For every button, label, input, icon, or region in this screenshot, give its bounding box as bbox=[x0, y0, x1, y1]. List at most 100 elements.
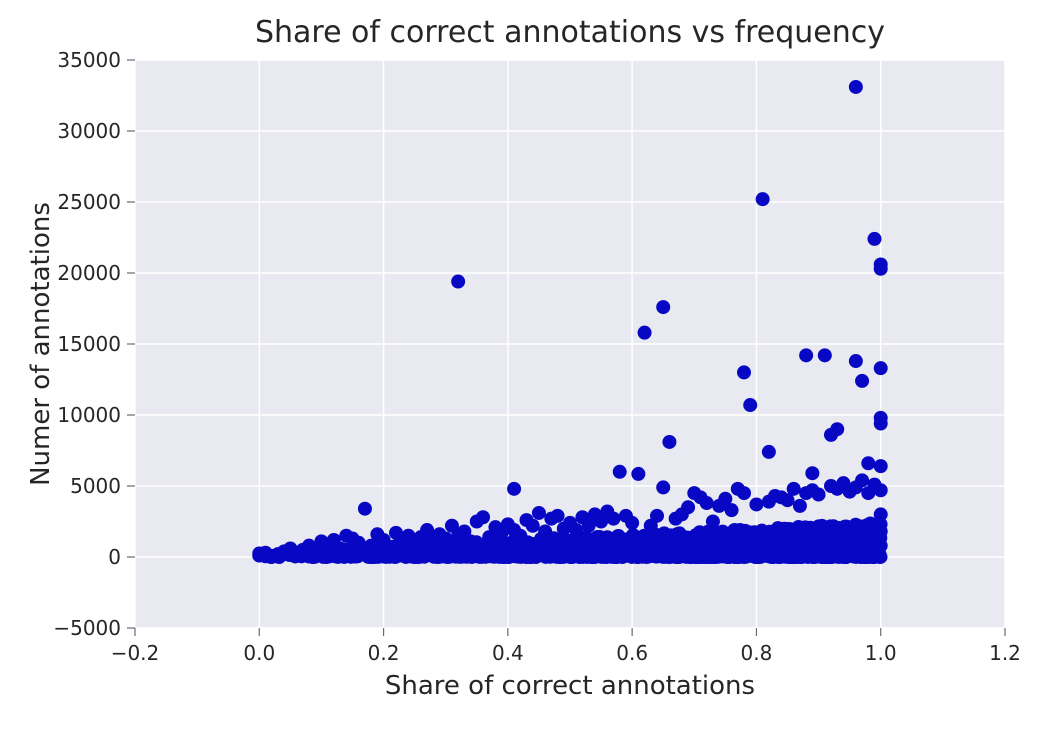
y-tick-label: 15000 bbox=[57, 332, 121, 356]
data-point bbox=[874, 524, 888, 538]
x-axis-label: Share of correct annotations bbox=[385, 671, 755, 701]
data-point bbox=[874, 361, 888, 375]
data-point bbox=[776, 541, 790, 555]
data-point bbox=[625, 516, 639, 530]
data-point bbox=[695, 547, 709, 561]
data-point bbox=[638, 326, 652, 340]
data-point bbox=[706, 515, 720, 529]
x-tick-label: 1.2 bbox=[989, 641, 1021, 665]
data-point bbox=[818, 348, 832, 362]
data-point bbox=[546, 548, 560, 562]
data-point bbox=[712, 543, 726, 557]
data-point bbox=[692, 529, 706, 543]
data-point bbox=[681, 500, 695, 514]
data-point bbox=[680, 541, 694, 555]
y-tick-label: 25000 bbox=[57, 190, 121, 214]
data-point bbox=[612, 536, 626, 550]
data-point bbox=[358, 502, 372, 516]
data-point bbox=[439, 532, 453, 546]
data-point bbox=[812, 488, 826, 502]
data-point bbox=[507, 482, 521, 496]
y-tick-label: 35000 bbox=[57, 48, 121, 72]
data-point bbox=[451, 275, 465, 289]
data-point bbox=[803, 547, 817, 561]
data-point bbox=[874, 459, 888, 473]
data-point bbox=[656, 480, 670, 494]
data-point bbox=[743, 542, 757, 556]
data-point bbox=[634, 537, 648, 551]
y-tick-label: −5000 bbox=[53, 616, 121, 640]
data-point bbox=[607, 512, 621, 526]
x-tick-label: 0.4 bbox=[492, 641, 524, 665]
data-point bbox=[517, 547, 531, 561]
data-point bbox=[383, 540, 397, 554]
data-point bbox=[700, 496, 714, 510]
data-point bbox=[808, 532, 822, 546]
x-tick-label: 0.2 bbox=[368, 641, 400, 665]
data-point bbox=[805, 466, 819, 480]
data-point bbox=[727, 550, 741, 564]
data-point bbox=[874, 539, 888, 553]
data-point bbox=[799, 348, 813, 362]
data-point bbox=[728, 523, 742, 537]
y-tick-label: 30000 bbox=[57, 119, 121, 143]
data-point bbox=[466, 549, 480, 563]
data-point bbox=[874, 507, 888, 521]
data-point bbox=[538, 524, 552, 538]
data-point bbox=[756, 530, 770, 544]
y-axis-label: Numer of annotations bbox=[26, 202, 56, 486]
data-point bbox=[551, 509, 565, 523]
data-point bbox=[737, 486, 751, 500]
data-point bbox=[874, 417, 888, 431]
data-point bbox=[839, 524, 853, 538]
data-point bbox=[493, 548, 507, 562]
data-point bbox=[874, 483, 888, 497]
y-tick-label: 20000 bbox=[57, 261, 121, 285]
data-point bbox=[855, 473, 869, 487]
data-point bbox=[513, 529, 527, 543]
data-point bbox=[851, 550, 865, 564]
data-point bbox=[352, 536, 366, 550]
data-point bbox=[849, 354, 863, 368]
data-point bbox=[743, 398, 757, 412]
data-point bbox=[855, 374, 869, 388]
data-point bbox=[464, 534, 478, 548]
x-tick-label: −0.2 bbox=[111, 641, 160, 665]
y-tick-label: 0 bbox=[108, 545, 121, 569]
data-point bbox=[476, 510, 490, 524]
data-point bbox=[631, 467, 645, 481]
data-point bbox=[874, 262, 888, 276]
x-tick-label: 1.0 bbox=[865, 641, 897, 665]
data-point bbox=[756, 192, 770, 206]
data-point bbox=[584, 544, 598, 558]
data-point bbox=[650, 509, 664, 523]
scatter-chart: −0.20.00.20.40.60.81.01.2−50000500010000… bbox=[0, 0, 1055, 738]
data-point bbox=[849, 80, 863, 94]
data-point bbox=[861, 456, 875, 470]
data-point bbox=[604, 550, 618, 564]
x-tick-label: 0.8 bbox=[741, 641, 773, 665]
data-point bbox=[762, 445, 776, 459]
data-point bbox=[656, 300, 670, 314]
y-tick-label: 10000 bbox=[57, 403, 121, 427]
data-point bbox=[478, 550, 492, 564]
data-point bbox=[333, 541, 347, 555]
data-point bbox=[737, 365, 751, 379]
data-point bbox=[662, 435, 676, 449]
data-point bbox=[561, 541, 575, 555]
data-point bbox=[749, 497, 763, 511]
data-point bbox=[830, 422, 844, 436]
data-point bbox=[793, 499, 807, 513]
data-point bbox=[725, 503, 739, 517]
data-point bbox=[661, 531, 675, 545]
data-point bbox=[868, 232, 882, 246]
chart-title: Share of correct annotations vs frequenc… bbox=[255, 15, 885, 50]
data-point bbox=[526, 519, 540, 533]
data-point bbox=[532, 506, 546, 520]
data-point bbox=[613, 465, 627, 479]
x-tick-label: 0.6 bbox=[616, 641, 648, 665]
data-point bbox=[833, 550, 847, 564]
y-tick-label: 5000 bbox=[70, 474, 121, 498]
data-point bbox=[569, 523, 583, 537]
data-point bbox=[787, 482, 801, 496]
